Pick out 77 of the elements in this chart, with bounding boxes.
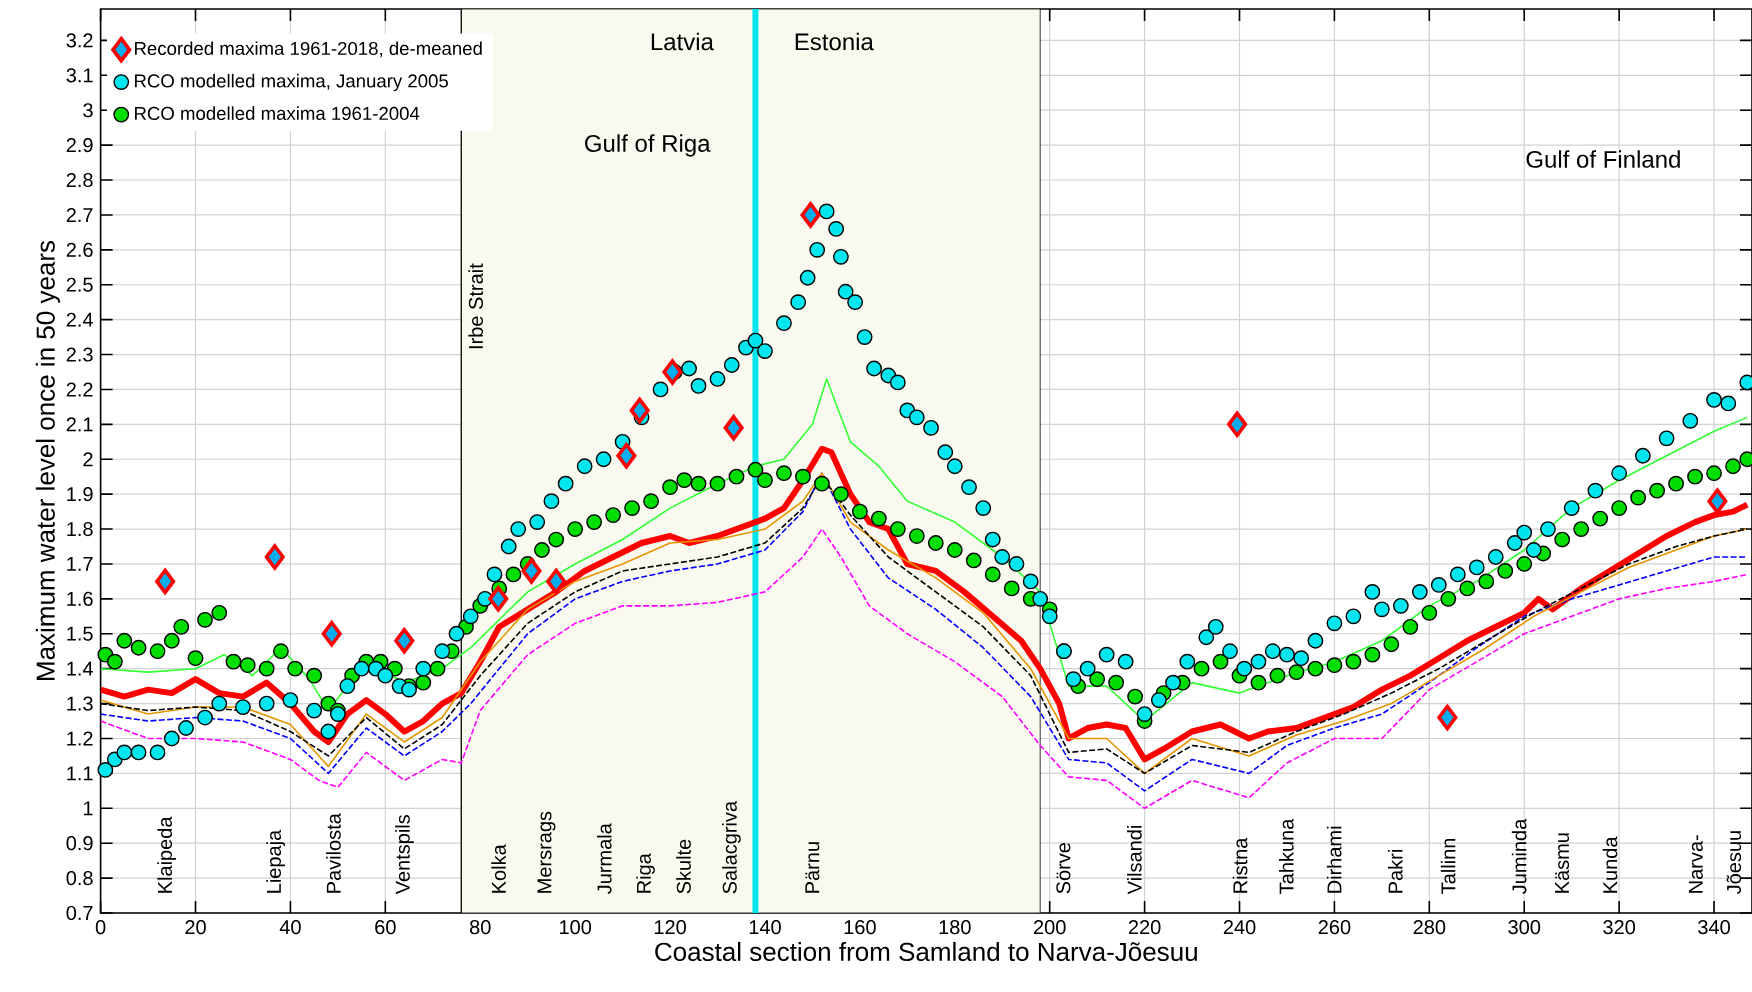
x-tick-label: 0: [95, 920, 106, 935]
y-tick-label: 1.7: [67, 557, 93, 571]
annotation: Mersrags: [537, 811, 556, 893]
annotation: Estonia: [795, 32, 874, 51]
y-tick-label: 3: [83, 103, 93, 118]
annotation: Salacgriva: [722, 800, 741, 894]
y-tick-label: 0.9: [66, 836, 93, 851]
x-tick-label: 200: [1034, 920, 1066, 935]
annotation: Jurmala: [596, 823, 612, 895]
annotation: Gulf of Riga: [585, 134, 711, 157]
annotation: Käsmu: [1555, 833, 1570, 893]
x-tick-label: 80: [469, 920, 491, 935]
y-tick-label: 1.2: [67, 731, 93, 746]
x-axis-title: Coastal section from Samland to Narva-Jõesuu: [655, 941, 1197, 962]
y-tick-label: 3.1: [66, 68, 93, 83]
y-tick-label: 2: [83, 452, 93, 467]
annotation: Ristna: [1232, 837, 1248, 893]
annotation: Juminda: [1511, 818, 1527, 895]
x-tick-label: 100: [560, 920, 592, 935]
y-axis-title: Maximum water level once in 50 years: [35, 240, 60, 680]
annotation: Tahkuna: [1278, 818, 1294, 894]
legend-label: Recorded maxima 1961-2018, de-meaned: [135, 41, 482, 58]
annotation: Sörve: [1056, 842, 1071, 894]
y-tick-label: 0.8: [66, 871, 93, 886]
y-tick-label: 2.2: [66, 382, 93, 397]
y-tick-label: 2.8: [66, 172, 93, 188]
x-tick-label: 240: [1223, 920, 1256, 935]
y-tick-label: 2.1: [66, 417, 93, 432]
x-tick-label: 300: [1508, 920, 1541, 935]
x-tick-label: 180: [939, 920, 971, 935]
y-tick-label: 1.1: [67, 766, 93, 781]
y-tick-label: 1: [83, 801, 93, 816]
y-tick-label: 2.3: [66, 347, 93, 362]
legend-label: RCO modelled maxima, January 2005: [135, 73, 448, 92]
ref-line-label: Irbe Strait: [468, 263, 483, 349]
x-tick-label: 140: [749, 920, 781, 935]
x-tick-label: 280: [1413, 920, 1446, 935]
annotation: Kunda: [1602, 836, 1618, 893]
annotation: Pakri: [1387, 850, 1403, 893]
y-tick-label: 2.4: [66, 312, 93, 327]
annotation: Jõesuu: [1726, 831, 1742, 895]
annotation: Liepaja: [266, 829, 285, 893]
y-tick-label: 1.8: [67, 521, 93, 537]
y-tick-label: 2.6: [66, 242, 93, 257]
x-tick-label: 320: [1603, 920, 1636, 935]
x-tick-label: 340: [1698, 920, 1730, 935]
annotation: Pavilosta: [326, 813, 341, 893]
y-tick-label: 2.9: [66, 138, 93, 153]
annotation: Pärnu: [805, 842, 820, 893]
annotation: Skulte: [676, 839, 691, 894]
y-tick-label: 3.2: [66, 33, 93, 48]
x-tick-label: 160: [844, 920, 876, 935]
x-tick-label: 120: [654, 920, 686, 935]
legend-label: RCO modelled maxima 1961-2004: [135, 106, 420, 121]
x-tick-label: 260: [1318, 920, 1351, 935]
annotation: Dirhami: [1326, 826, 1342, 893]
y-tick-label: 1.6: [67, 591, 93, 606]
annotation: Ventspils: [395, 815, 414, 895]
y-tick-label: 1.9: [67, 487, 93, 502]
y-tick-label: 2.5: [66, 277, 93, 292]
y-tick-label: 1.5: [67, 626, 93, 641]
x-tick-label: 60: [375, 920, 396, 935]
annotation: Riga: [636, 853, 655, 893]
annotation: Tallinn: [1440, 838, 1456, 894]
y-tick-label: 1.3: [67, 696, 93, 711]
x-tick-label: 40: [279, 920, 301, 935]
annotation: Latvia: [651, 32, 714, 51]
annotation: Narva-: [1688, 835, 1703, 893]
y-tick-label: 1.4: [67, 661, 93, 676]
annotation: Kolka: [491, 844, 506, 893]
annotation: Vilsandi: [1127, 826, 1142, 895]
y-tick-label: 2.7: [66, 207, 93, 222]
x-tick-label: 220: [1128, 920, 1161, 935]
annotation: Gulf of Finland: [1526, 150, 1680, 168]
annotation: Klaipeda: [157, 816, 176, 893]
x-tick-label: 20: [185, 920, 206, 935]
y-tick-label: 0.7: [66, 905, 93, 921]
